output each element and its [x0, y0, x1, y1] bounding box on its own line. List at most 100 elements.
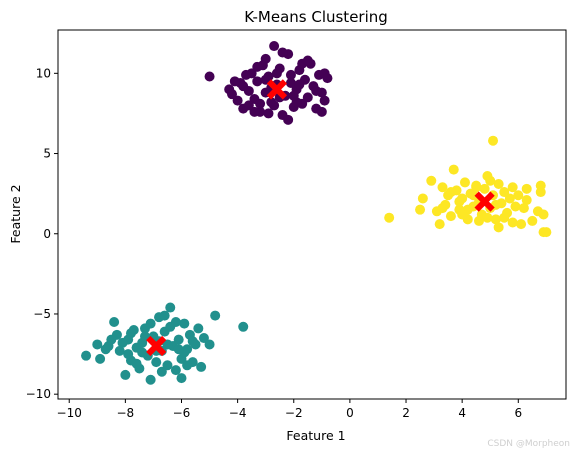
scatter-point-cluster-2-26 — [170, 365, 181, 376]
scatter-point-cluster-3-43 — [538, 209, 549, 220]
scatter-point-cluster-1-37 — [283, 114, 294, 125]
scatter-point-cluster-1-53 — [238, 81, 249, 92]
scatter-point-cluster-2-8 — [120, 369, 131, 380]
scatter-point-cluster-1-3 — [227, 89, 238, 100]
scatter-point-cluster-1-51 — [302, 55, 313, 66]
x-tick-label: 4 — [458, 406, 466, 420]
scatter-point-cluster-3-3 — [417, 193, 428, 204]
scatter-point-cluster-3-38 — [521, 195, 532, 206]
x-tick-label: 6 — [514, 406, 522, 420]
scatter-point-cluster-2-1 — [81, 350, 92, 361]
scatter-point-cluster-1-10 — [252, 76, 263, 87]
scatter-point-cluster-2-42 — [125, 328, 136, 339]
scatter-point-cluster-1-16 — [269, 41, 280, 52]
scatter-point-cluster-3-45 — [541, 227, 552, 238]
scatter-point-cluster-3-39 — [527, 215, 538, 226]
scatter-point-cluster-3-6 — [434, 219, 445, 230]
scatter-point-cluster-1-45 — [243, 100, 254, 111]
scatter-point-cluster-2-34 — [193, 323, 204, 334]
scatter-point-cluster-1-48 — [285, 77, 296, 88]
scatter-point-cluster-3-34 — [510, 201, 521, 212]
scatter-point-cluster-3-35 — [513, 190, 524, 201]
centroid-marker-2 — [146, 335, 167, 357]
scatter-point-cluster-3-37 — [518, 203, 529, 214]
chart-title: K-Means Clustering — [244, 8, 388, 26]
y-tick-label: 5 — [43, 147, 51, 161]
scatter-point-cluster-3-56 — [507, 217, 518, 228]
scatter-point-cluster-2-39 — [238, 321, 249, 332]
scatter-point-cluster-2-35 — [196, 361, 207, 372]
scatter-point-cluster-2-3 — [95, 353, 106, 364]
x-tick-label: −8 — [117, 406, 135, 420]
y-tick-label: −5 — [33, 307, 51, 321]
scatter-point-cluster-1-52 — [271, 68, 282, 79]
x-tick-label: 2 — [402, 406, 410, 420]
scatter-point-cluster-1-36 — [260, 53, 271, 64]
scatter-point-cluster-2-41 — [176, 373, 187, 384]
scatter-point-cluster-1-44 — [277, 47, 288, 58]
x-axis-title: Feature 1 — [286, 428, 345, 443]
scatter-point-cluster-2-2 — [92, 339, 103, 350]
plot-frame — [57, 29, 567, 400]
scatter-point-cluster-2-58 — [173, 344, 184, 355]
scatter-point-cluster-1-54 — [288, 90, 299, 101]
scatter-point-cluster-1-28 — [302, 92, 313, 103]
scatter-point-cluster-2-36 — [198, 333, 209, 344]
scatter-point-cluster-3-58 — [468, 190, 479, 201]
scatter-point-cluster-2-44 — [159, 310, 170, 321]
scatter-point-cluster-3-55 — [457, 209, 468, 220]
scatter-point-cluster-1-49 — [255, 98, 266, 109]
scatter-point-cluster-1-43 — [229, 76, 240, 87]
scatter-point-cluster-2-27 — [173, 334, 184, 345]
scatter-point-cluster-3-32 — [504, 193, 515, 204]
scatter-point-cluster-3-10 — [445, 211, 456, 222]
y-axis-title: Feature 2 — [8, 184, 23, 243]
scatter-point-cluster-3-60 — [437, 203, 448, 214]
scatter-point-cluster-3-27 — [490, 214, 501, 225]
scatter-point-cluster-1-59 — [294, 79, 305, 90]
scatter-point-cluster-2-19 — [151, 357, 162, 368]
scatter-point-cluster-2-55 — [182, 360, 193, 371]
scatter-point-cluster-3-53 — [473, 215, 484, 226]
scatter-point-cluster-2-51 — [117, 337, 128, 348]
scatter-point-cluster-3-48 — [471, 182, 482, 193]
scatter-point-cluster-3-2 — [415, 204, 426, 215]
scatter-point-cluster-2-48 — [137, 347, 148, 358]
y-axis-ticks: −10 −5 0 5 10 — [26, 66, 58, 401]
scatter-point-cluster-1-55 — [252, 61, 263, 72]
scatter-point-cluster-1-39 — [249, 106, 260, 117]
scatter-point-cluster-3-57 — [521, 183, 532, 194]
scatter-point-cluster-1-22 — [285, 69, 296, 80]
scatter-point-cluster-3-1 — [384, 212, 395, 223]
scatter-point-cluster-2-43 — [106, 334, 117, 345]
scatter-point-cluster-3-36 — [516, 219, 527, 230]
scatter-point-cluster-3-22 — [479, 183, 490, 194]
scatter-point-cluster-2-59 — [156, 366, 167, 377]
x-tick-label: −10 — [57, 406, 82, 420]
x-tick-label: 0 — [346, 406, 354, 420]
scatter-point-cluster-2-50 — [187, 336, 198, 347]
scatter-point-cluster-2-54 — [162, 339, 173, 350]
scatter-point-cluster-1-40 — [269, 100, 280, 111]
scatter-point-cluster-2-38 — [210, 310, 221, 321]
x-tick-label: −2 — [285, 406, 303, 420]
scatter-point-cluster-2-49 — [170, 316, 181, 327]
scatter-point-cluster-3-28 — [493, 179, 504, 190]
scatter-point-cluster-1-47 — [263, 108, 274, 119]
scatter-point-cluster-3-42 — [535, 180, 546, 191]
scatter-point-cluster-1-35 — [241, 69, 252, 80]
scatter-point-cluster-3-11 — [448, 164, 459, 175]
scatter-point-cluster-3-4 — [426, 175, 437, 186]
scatter-point-cluster-2-60 — [123, 349, 134, 360]
x-axis-ticks: −10 −8 −6 −4 −2 0 2 4 6 — [57, 399, 522, 420]
scatter-point-cluster-2-5 — [109, 316, 120, 327]
scatter-point-cluster-3-25 — [488, 135, 499, 146]
y-tick-label: −10 — [26, 387, 51, 401]
scatter-point-cluster-3-46 — [493, 222, 504, 233]
scatter-point-cluster-2-57 — [100, 344, 111, 355]
scatter-point-cluster-1-50 — [319, 95, 330, 106]
scatter-point-cluster-1-41 — [316, 106, 327, 117]
scatter-point-cluster-3-47 — [482, 212, 493, 223]
